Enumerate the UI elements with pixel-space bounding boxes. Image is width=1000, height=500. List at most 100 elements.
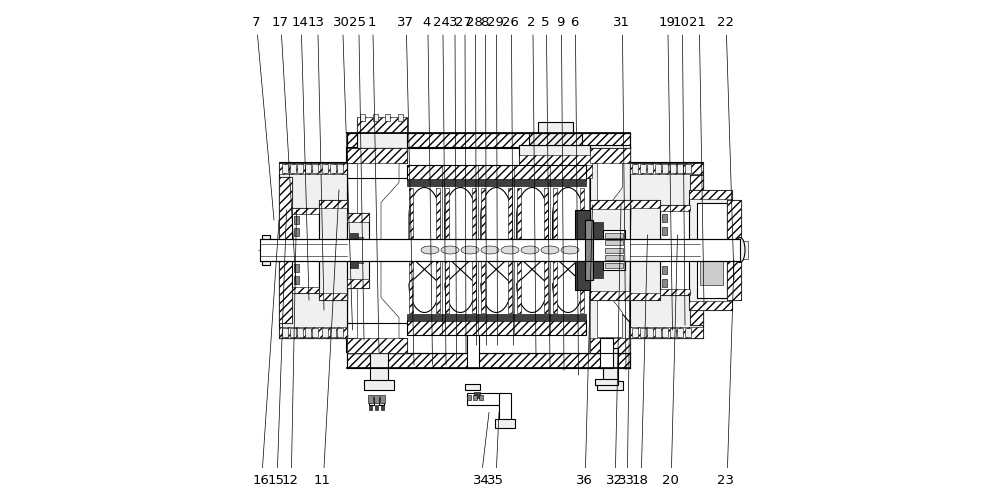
Bar: [654, 164, 660, 172]
Polygon shape: [590, 148, 630, 162]
Bar: [640, 164, 646, 172]
Text: 28: 28: [466, 16, 482, 29]
Bar: [590, 148, 630, 162]
Bar: [602, 348, 618, 382]
Bar: [297, 328, 303, 336]
Text: 4: 4: [422, 16, 431, 29]
Bar: [508, 188, 512, 245]
Bar: [592, 222, 602, 278]
Bar: [297, 164, 303, 172]
Bar: [262, 235, 270, 265]
Bar: [602, 230, 625, 270]
Bar: [481, 255, 485, 312]
Bar: [292, 208, 319, 292]
Bar: [472, 255, 476, 312]
Bar: [294, 216, 298, 224]
Bar: [368, 395, 372, 402]
Bar: [292, 286, 319, 292]
Bar: [312, 328, 318, 336]
Bar: [580, 188, 584, 245]
Text: 33: 33: [618, 474, 635, 486]
Bar: [398, 114, 402, 121]
Text: 13: 13: [308, 16, 325, 29]
Bar: [409, 255, 413, 312]
Bar: [517, 188, 521, 245]
Polygon shape: [598, 162, 622, 338]
Bar: [347, 132, 630, 148]
Bar: [662, 226, 667, 234]
Bar: [662, 278, 667, 286]
Polygon shape: [553, 255, 584, 312]
Bar: [517, 255, 521, 312]
Bar: [479, 395, 483, 400]
Bar: [282, 164, 288, 172]
Text: 31: 31: [612, 16, 630, 29]
Bar: [379, 398, 384, 405]
Bar: [466, 395, 471, 400]
Bar: [481, 188, 485, 245]
Bar: [374, 395, 378, 402]
Bar: [590, 291, 630, 300]
Bar: [372, 114, 378, 121]
Bar: [508, 255, 512, 312]
Bar: [356, 118, 406, 148]
Bar: [312, 164, 318, 172]
Bar: [436, 188, 440, 245]
Text: 34: 34: [473, 474, 489, 486]
Bar: [304, 328, 310, 336]
Bar: [380, 405, 384, 410]
Bar: [466, 328, 479, 368]
Bar: [319, 292, 347, 300]
Bar: [662, 164, 668, 172]
Bar: [689, 190, 732, 199]
Bar: [294, 240, 298, 248]
Bar: [730, 241, 748, 259]
Bar: [684, 164, 690, 172]
Bar: [466, 392, 502, 405]
Bar: [660, 205, 690, 211]
Bar: [385, 114, 390, 121]
Bar: [538, 122, 572, 132]
Text: 37: 37: [396, 16, 414, 29]
Bar: [356, 118, 406, 132]
Text: 8: 8: [480, 16, 488, 29]
Text: 1: 1: [367, 16, 376, 29]
Bar: [279, 162, 347, 173]
Bar: [294, 252, 298, 260]
Bar: [360, 114, 365, 121]
Polygon shape: [409, 188, 440, 245]
Text: 17: 17: [272, 16, 288, 29]
Bar: [684, 328, 690, 336]
Text: 35: 35: [486, 474, 504, 486]
Text: 26: 26: [502, 16, 518, 29]
Bar: [726, 200, 740, 300]
Text: 32: 32: [606, 474, 622, 486]
Ellipse shape: [521, 246, 539, 254]
Text: 30: 30: [333, 16, 350, 29]
Bar: [575, 210, 590, 290]
Bar: [319, 200, 347, 207]
Polygon shape: [358, 158, 399, 342]
Bar: [519, 145, 592, 178]
Bar: [406, 165, 586, 180]
Bar: [660, 205, 690, 295]
Bar: [347, 278, 369, 287]
Bar: [347, 338, 406, 352]
Bar: [445, 188, 449, 245]
Bar: [630, 200, 660, 207]
Bar: [544, 255, 548, 312]
Bar: [347, 212, 369, 222]
Bar: [690, 175, 702, 325]
Bar: [677, 164, 683, 172]
Bar: [700, 245, 722, 285]
Text: 5: 5: [541, 16, 549, 29]
Polygon shape: [347, 148, 406, 162]
Ellipse shape: [441, 246, 459, 254]
Bar: [370, 348, 388, 382]
Text: 20: 20: [662, 474, 678, 486]
Bar: [279, 178, 292, 322]
Text: 9: 9: [556, 16, 564, 29]
Polygon shape: [481, 188, 512, 245]
Bar: [350, 232, 358, 268]
Text: 29: 29: [487, 16, 503, 29]
